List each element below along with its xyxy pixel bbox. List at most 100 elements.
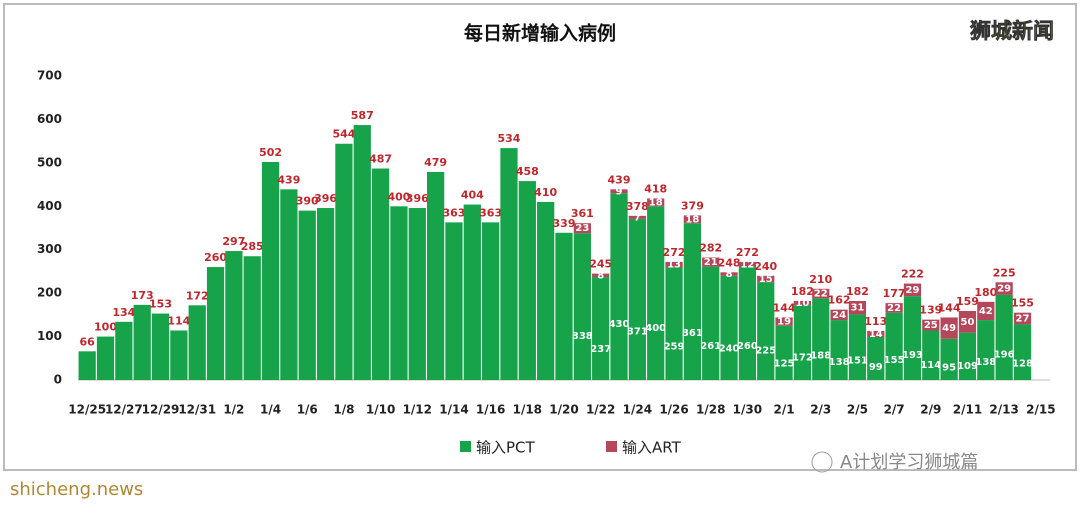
segment-label: 8 <box>726 269 733 280</box>
y-tick-label: 500 <box>37 155 62 169</box>
bar-segment <box>390 206 408 380</box>
total-label: 172 <box>186 289 209 302</box>
total-label: 400 <box>387 190 410 203</box>
x-tick-label: 1/8 <box>333 403 354 417</box>
bar-segment <box>647 206 665 380</box>
segment-label: 155 <box>884 355 905 366</box>
total-label: 487 <box>369 153 392 166</box>
y-tick-label: 400 <box>37 199 62 213</box>
x-tick-label: 1/2 <box>223 403 244 417</box>
bar-segment <box>261 161 280 380</box>
bar-segment <box>665 261 683 268</box>
x-tick-label: 1/28 <box>696 403 725 417</box>
bar-segment <box>702 266 720 380</box>
segment-label: 8 <box>597 270 604 281</box>
total-label: 182 <box>791 285 814 298</box>
bar-segment <box>922 330 940 380</box>
total-label: 260 <box>204 251 227 264</box>
bar-segment <box>1013 324 1032 380</box>
footer-right: A计划学习狮城篇 <box>840 452 978 473</box>
total-label: 339 <box>553 217 576 230</box>
segment-label: 31 <box>850 303 864 314</box>
segment-label: 138 <box>975 357 996 368</box>
total-label: 439 <box>277 173 300 186</box>
total-label: 534 <box>497 132 520 145</box>
segment-label: 25 <box>924 320 938 331</box>
bar-segment <box>885 312 903 380</box>
bar-segment <box>958 332 977 380</box>
total-label: 396 <box>314 192 337 205</box>
total-label: 66 <box>80 335 96 348</box>
segment-label: 29 <box>997 284 1011 295</box>
bar-segment <box>940 317 958 339</box>
x-tick-label: 1/20 <box>549 403 578 417</box>
bar-segment <box>903 296 922 380</box>
total-label: 173 <box>131 289 154 302</box>
segment-label: 21 <box>704 257 718 268</box>
total-label: 114 <box>167 314 190 327</box>
total-label: 502 <box>259 146 282 159</box>
x-tick-label: 2/9 <box>920 403 941 417</box>
segment-label: 19 <box>777 317 791 328</box>
segment-label: 50 <box>961 317 975 328</box>
total-label: 177 <box>883 287 906 300</box>
legend-swatch <box>460 441 471 452</box>
total-label: 282 <box>699 242 722 255</box>
segment-label: 9 <box>616 186 623 197</box>
total-label: 180 <box>974 286 997 299</box>
x-tick-label: 12/25 <box>68 403 106 417</box>
legend-label: 输入PCT <box>476 439 536 457</box>
bar-segment <box>757 275 775 283</box>
x-tick-label: 12/29 <box>142 403 180 417</box>
bar-segment <box>500 148 518 380</box>
x-tick-label: 1/26 <box>659 403 688 417</box>
y-tick-label: 0 <box>54 373 62 387</box>
segment-label: 125 <box>774 359 795 370</box>
total-label: 285 <box>241 240 264 253</box>
x-tick-label: 2/7 <box>884 403 905 417</box>
segment-label: 259 <box>664 341 685 352</box>
bar-segment <box>592 273 610 278</box>
bar-segment <box>720 275 738 380</box>
bar-segment <box>720 272 738 276</box>
bar-segment <box>958 310 977 333</box>
bar-segment <box>885 303 903 313</box>
x-tick-label: 1/18 <box>513 403 542 417</box>
total-label: 479 <box>424 156 447 169</box>
bar-segment <box>757 282 775 380</box>
bar-segment <box>995 294 1013 380</box>
total-label: 245 <box>589 258 612 271</box>
bar-segment <box>335 143 353 380</box>
segment-label: 14 <box>869 329 883 340</box>
bar-segment <box>848 314 867 380</box>
bar-segment <box>922 319 940 331</box>
segment-label: 361 <box>682 328 703 339</box>
bar-segment <box>573 223 591 234</box>
bar-segment <box>298 210 316 380</box>
x-tick-label: 1/6 <box>297 403 318 417</box>
brand: 狮城新闻 <box>970 19 1054 43</box>
bar-segment <box>940 338 958 380</box>
segment-label: 99 <box>869 362 883 373</box>
bar-segment <box>867 330 885 338</box>
segment-label: 196 <box>994 349 1015 360</box>
wechat-icon <box>811 451 833 473</box>
bar-segment <box>830 309 848 321</box>
total-label: 404 <box>461 189 484 202</box>
segment-label: 27 <box>1016 314 1030 325</box>
total-label: 439 <box>608 173 631 186</box>
bar-segment <box>573 233 591 380</box>
bar-segment <box>133 304 151 380</box>
footer-left: shicheng.news <box>10 479 143 500</box>
bar-segment <box>683 215 701 224</box>
bar-segment <box>206 267 225 380</box>
x-tick-label: 1/16 <box>476 403 505 417</box>
total-label: 544 <box>332 128 355 141</box>
x-tick-label: 1/12 <box>403 403 432 417</box>
bar-segment <box>463 204 481 380</box>
segment-label: 7 <box>634 212 641 223</box>
segment-label: 338 <box>572 331 593 342</box>
y-tick-label: 700 <box>37 69 62 83</box>
segment-label: 15 <box>759 274 773 285</box>
